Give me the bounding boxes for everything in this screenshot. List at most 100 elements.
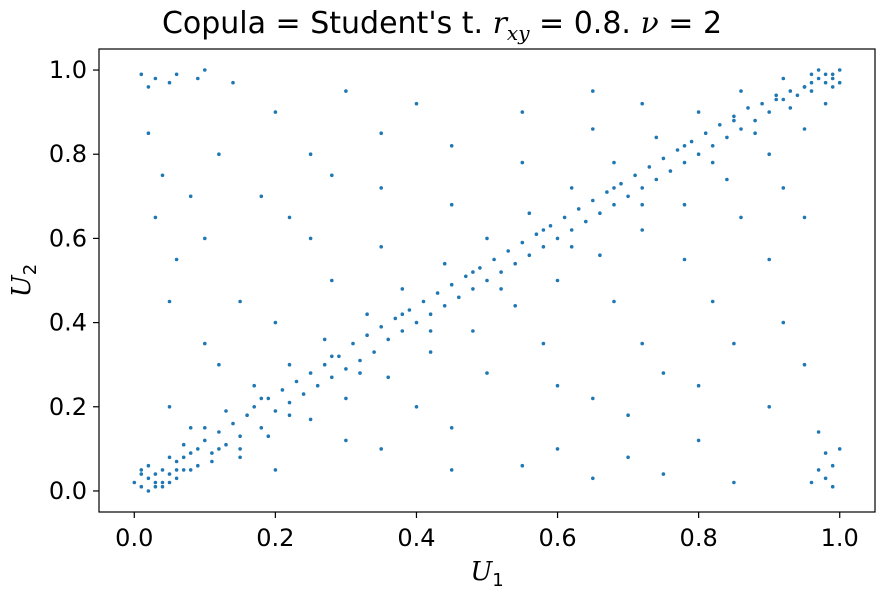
data-point (492, 257, 496, 262)
data-point (287, 413, 292, 418)
data-point (428, 312, 433, 317)
data-point (598, 253, 602, 257)
data-point (527, 211, 532, 215)
data-point (203, 341, 207, 346)
points-layer (132, 68, 842, 493)
data-point (837, 80, 842, 85)
data-point (386, 337, 391, 342)
data-point (626, 194, 630, 199)
data-point (449, 282, 454, 287)
data-point (153, 480, 158, 485)
data-point (132, 480, 137, 485)
data-point (555, 278, 560, 283)
data-point (584, 219, 588, 224)
x-tick-label: 0.6 (538, 524, 576, 552)
data-point (266, 396, 271, 401)
data-point (788, 89, 793, 93)
data-point (167, 455, 172, 460)
data-point (555, 447, 560, 451)
data-point (238, 455, 242, 460)
data-point (830, 484, 835, 489)
data-point (809, 80, 814, 85)
data-point (710, 299, 715, 304)
data-point (188, 468, 193, 472)
data-point (414, 101, 419, 106)
data-point (612, 299, 616, 304)
data-point (273, 320, 278, 325)
data-point (640, 228, 644, 232)
data-point (485, 278, 489, 283)
data-point (654, 177, 659, 182)
x-tick-label: 0.4 (397, 524, 435, 552)
data-point (146, 476, 151, 481)
x-tick-label: 1.0 (821, 524, 859, 552)
data-point (181, 442, 186, 447)
data-point (548, 224, 553, 228)
data-point (273, 409, 278, 413)
data-point (661, 472, 666, 476)
data-point (471, 270, 475, 274)
data-point (725, 177, 729, 182)
data-point (591, 89, 595, 93)
data-point (344, 396, 348, 401)
data-point (576, 207, 581, 211)
data-point (485, 236, 489, 241)
ticks-layer: 0.0 0.2 0.4 0.6 0.8 1.0 0.0 0.2 0.4 0.6 0.8 1.0 (49, 56, 859, 552)
data-point (654, 135, 659, 140)
data-point (640, 101, 644, 106)
x-tick-label: 0.2 (256, 524, 294, 552)
data-point (322, 362, 327, 367)
data-point (287, 400, 292, 405)
y-tick-label: 1.0 (49, 56, 87, 84)
data-point (344, 89, 348, 93)
data-point (795, 93, 800, 98)
data-point (661, 156, 666, 161)
data-point (139, 472, 144, 476)
y-tick-label: 0.4 (49, 309, 87, 337)
data-point (379, 325, 384, 329)
data-point (781, 76, 786, 81)
y-tick-label: 0.2 (49, 393, 87, 421)
data-point (626, 413, 630, 418)
data-point (837, 447, 842, 451)
data-point (428, 350, 433, 354)
data-point (238, 434, 242, 439)
data-point (703, 131, 708, 135)
data-point (372, 350, 376, 354)
data-point (266, 434, 271, 439)
data-point (174, 257, 179, 262)
data-point (520, 160, 525, 165)
data-point (188, 426, 193, 430)
data-point (816, 68, 821, 72)
data-point (760, 101, 764, 106)
data-point (520, 463, 525, 468)
data-point (541, 341, 546, 346)
data-point (591, 396, 595, 401)
data-point (591, 127, 595, 131)
data-point (767, 257, 771, 262)
data-point (139, 468, 144, 472)
data-point (534, 232, 539, 236)
data-point (421, 299, 426, 304)
data-point (308, 371, 313, 375)
y-tick-label: 0.8 (49, 140, 87, 168)
data-point (837, 68, 842, 72)
data-point (217, 152, 221, 156)
data-point (598, 211, 602, 215)
data-point (633, 173, 637, 178)
data-point (781, 186, 786, 190)
data-point (153, 472, 158, 476)
x-tick-label: 0.0 (115, 524, 153, 552)
data-point (675, 148, 680, 152)
data-point (252, 383, 256, 388)
y-tick-label: 0.0 (49, 477, 87, 505)
data-point (520, 110, 525, 114)
data-point (725, 135, 729, 140)
data-point (781, 97, 786, 102)
data-point (181, 455, 186, 460)
data-point (196, 447, 200, 451)
data-point (569, 245, 574, 249)
data-point (823, 72, 828, 77)
data-point (379, 131, 384, 135)
